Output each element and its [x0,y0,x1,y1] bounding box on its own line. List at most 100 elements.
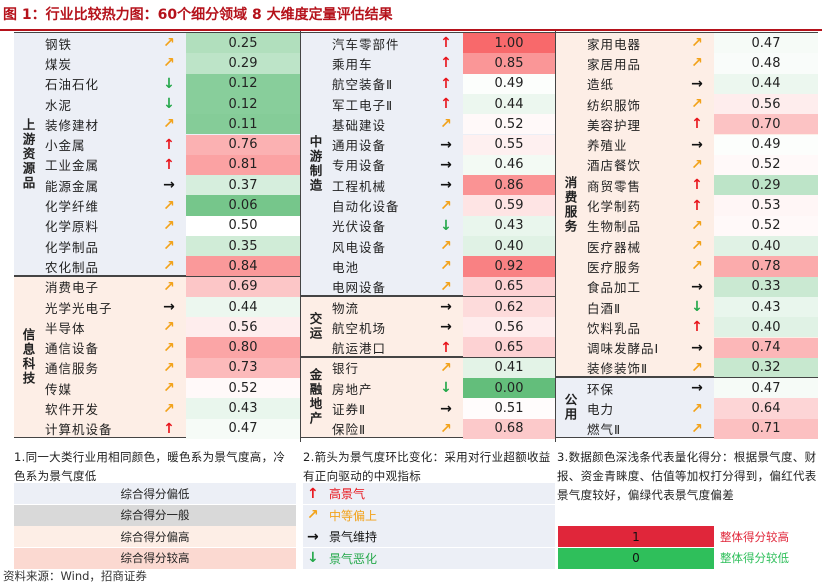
heatmap-row: 消费电子 ↗ 0.69 [14,276,300,297]
industry-name: 石油石化 [45,77,100,93]
industry-name: 医疗器械 [587,239,642,255]
trend-arrow-icon: ↗ [163,116,175,133]
heatmap-row: 水泥 ↓ 0.12 [14,93,300,115]
trend-arrow-icon: → [691,380,703,397]
industry-name: 家用电器 [587,36,642,52]
industry-name: 通用设备 [332,138,387,154]
score-cell: 0.52 [714,154,818,176]
trend-arrow-icon: ↗ [163,217,175,234]
trend-arrow-icon: ↗ [440,258,452,275]
trend-arrow-icon: ↑ [163,136,175,153]
legend-scale-label: 整体得分较高 [720,529,789,544]
score-cell: 0.70 [714,114,818,135]
score-cell: 0.86 [463,175,555,196]
trend-arrow-icon: ↗ [691,258,703,275]
heatmap-row: 专用设备 → 0.46 [301,154,555,176]
industry-name: 电力 [587,402,615,418]
industry-name: 电池 [332,259,360,275]
score-cell: 0.56 [186,317,300,338]
heatmap-row: 航空装备Ⅱ ↑ 0.49 [301,73,555,94]
heatmap-row: 航空机场 → 0.56 [301,317,555,338]
industry-name: 计算机设备 [45,422,113,438]
trend-arrow-icon: ↓ [440,380,452,397]
heatmap-row: 钢铁 ↗ 0.25 [14,33,300,54]
score-cell: 0.76 [186,134,300,155]
trend-arrow-icon: ↓ [440,217,452,234]
score-cell: 0.59 [463,195,555,216]
score-cell: 0.12 [186,93,300,115]
industry-name: 生物制品 [587,219,642,235]
industry-group: 中游制造 汽车零部件 ↑ 1.00 乘用车 ↑ 0.85 航空装备Ⅱ ↑ 0.49 军工电子Ⅱ ↑ 0.… [301,32,555,297]
legend-arrow-label: 中等偏上 [329,508,378,523]
heatmap-row: 医疗器械 ↗ 0.40 [556,236,818,257]
trend-arrow-icon: ↑ [163,420,175,437]
industry-name: 酒店餐饮 [587,158,642,174]
score-cell: 0.06 [186,195,300,216]
score-cell: 0.71 [714,418,818,439]
trend-arrow-icon: ↗ [691,55,703,72]
legend-arrow-icon: ↗ [307,507,319,523]
industry-name: 造纸 [587,77,615,93]
score-cell: 0.84 [186,256,300,277]
legend-group-swatch: 综合得分偏低 [14,483,296,504]
heatmap-row: 基础建设 ↗ 0.52 [301,114,555,135]
heatmap-row: 自动化设备 ↗ 0.59 [301,195,555,216]
score-cell: 0.43 [714,296,818,318]
legend-arrow-icon: → [307,528,319,545]
trend-arrow-icon: → [440,299,452,316]
industry-name: 航空装备Ⅱ [332,77,394,93]
title-divider [0,29,822,31]
legend-arrow-item: → 景气维持 [303,526,555,547]
trend-arrow-icon: ↓ [163,96,175,113]
legend-arrow-label: 景气恶化 [329,551,378,566]
trend-arrow-icon: → [440,319,452,336]
trend-arrow-icon: ↗ [691,156,703,173]
heatmap-row: 家用电器 ↗ 0.47 [556,33,818,54]
heatmap-row: 燃气Ⅱ ↗ 0.71 [556,418,818,439]
heatmap-row: 生物制品 ↗ 0.52 [556,215,818,236]
industry-name: 工程机械 [332,178,387,194]
industry-name: 商贸零售 [587,178,642,194]
industry-name: 养殖业 [587,138,628,154]
group-label: 金融地产 [307,368,323,427]
group-label: 消费服务 [562,175,578,234]
score-cell: 0.35 [186,236,300,257]
legend-group-swatch: 综合得分一般 [14,504,296,526]
industry-name: 航运港口 [332,341,387,357]
score-cell: 0.44 [186,296,300,318]
score-cell: 0.12 [186,73,300,94]
heatmap-row: 医疗服务 ↗ 0.78 [556,256,818,277]
heatmap-row: 半导体 ↗ 0.56 [14,317,300,338]
heatmap-row: 工程机械 → 0.86 [301,175,555,196]
column-divider [555,31,556,442]
heatmap-row: 饮料乳品 ↑ 0.40 [556,317,818,338]
heatmap-row: 石油石化 ↓ 0.12 [14,73,300,94]
heatmap-row: 房地产 ↓ 0.00 [301,378,555,399]
industry-group: 消费服务 家用电器 ↗ 0.47 家居用品 ↗ 0.48 造纸 → 0.44 纺织服饰 ↗ 0.56 美容… [556,32,818,379]
industry-name: 通信设备 [45,341,100,357]
score-cell: 0.64 [714,398,818,419]
heatmap-row: 电力 ↗ 0.64 [556,398,818,419]
trend-arrow-icon: ↑ [440,75,452,92]
heatmap-row: 光伏设备 ↓ 0.43 [301,215,555,236]
legend-arrow-label: 高景气 [329,487,366,501]
legend-arrow-label: 景气维持 [329,530,378,544]
industry-name: 化学纤维 [45,199,100,215]
heatmap-row: 汽车零部件 ↑ 1.00 [301,33,555,54]
trend-arrow-icon: ↗ [691,238,703,255]
heatmap-row: 化学纤维 ↗ 0.06 [14,195,300,216]
industry-name: 装修装饰Ⅱ [587,361,649,377]
legend-arrow-item: ↗ 中等偏上 [303,504,555,526]
heatmap-row: 装修建材 ↗ 0.11 [14,114,300,135]
heatmap-row: 农化制品 ↗ 0.84 [14,256,300,277]
score-cell: 0.40 [714,317,818,338]
score-cell: 0.44 [463,93,555,115]
industry-group: 交运 物流 → 0.62 航空机场 → 0.56 航运港口 ↑ 0.65 [301,295,555,358]
trend-arrow-icon: → [691,339,703,356]
industry-name: 装修建材 [45,117,100,133]
industry-name: 自动化设备 [332,199,400,215]
group-label: 公用 [562,393,578,423]
legend-scale-bar: 0 [558,547,714,569]
trend-arrow-icon: ↑ [691,177,703,194]
heatmap-row: 光学光电子 → 0.44 [14,296,300,318]
